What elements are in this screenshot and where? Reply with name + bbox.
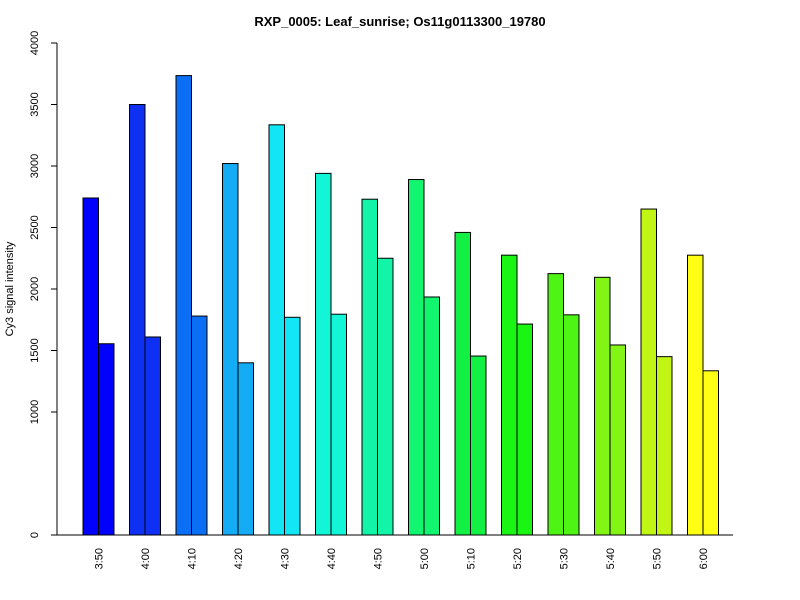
bar-540-1 — [594, 276, 611, 536]
bar-530-1 — [547, 273, 564, 536]
x-tick-label: 4:50 — [373, 548, 385, 569]
bar-510-1 — [454, 231, 471, 536]
bar-400-1 — [129, 104, 146, 536]
bars — [82, 75, 719, 536]
bar-400-2 — [144, 336, 161, 536]
chart-title: RXP_0005: Leaf_sunrise; Os11g0113300_197… — [254, 14, 545, 29]
x-tick-label: 5:10 — [466, 548, 478, 569]
bar-350-1 — [82, 197, 99, 536]
bar-550-1 — [640, 208, 657, 536]
x-tick-label: 4:00 — [140, 548, 152, 569]
x-tick-label: 4:10 — [187, 548, 199, 569]
y-tick-label: 3000 — [29, 154, 41, 178]
bar-440-1 — [315, 172, 332, 536]
bar-530-2 — [563, 314, 580, 536]
x-tick-label: 4:30 — [280, 548, 292, 569]
x-tick-label: 4:20 — [233, 548, 245, 569]
y-tick-label: 2000 — [29, 277, 41, 301]
bar-540-2 — [609, 344, 626, 536]
bar-520-1 — [501, 254, 518, 536]
bar-520-2 — [516, 323, 533, 536]
y-tick-label: 3500 — [29, 92, 41, 116]
y-tick-label: 4000 — [29, 31, 41, 55]
x-tick-label: 5:00 — [419, 548, 431, 569]
x-tick-label: 6:00 — [698, 548, 710, 569]
bar-550-2 — [656, 356, 673, 536]
y-axis: 0 1000 1500 2000 2500 3000 3500 4000 — [29, 31, 58, 538]
bar-500-2 — [423, 296, 440, 536]
bar-410-1 — [175, 75, 192, 536]
bar-500-1 — [408, 179, 425, 536]
y-tick-label: 2500 — [29, 215, 41, 239]
bar-410-2 — [191, 315, 208, 536]
y-tick-label: 0 — [29, 532, 41, 538]
bar-440-2 — [330, 313, 347, 536]
bar-420-1 — [222, 163, 239, 536]
bar-600-1 — [687, 254, 704, 536]
x-tick-label: 4:40 — [326, 548, 338, 569]
bar-420-2 — [237, 362, 254, 536]
y-axis-label: Cy3 signal intensity — [4, 241, 16, 336]
bar-430-1 — [268, 124, 285, 536]
x-tick-label: 5:30 — [559, 548, 571, 569]
x-tick-label: 5:40 — [605, 548, 617, 569]
x-tick-label: 5:20 — [512, 548, 524, 569]
y-tick-label: 1500 — [29, 338, 41, 362]
bar-450-2 — [377, 257, 394, 536]
bar-430-2 — [284, 316, 301, 536]
y-tick-label: 1000 — [29, 400, 41, 424]
bar-600-2 — [702, 370, 719, 536]
bar-450-1 — [361, 198, 378, 536]
bar-350-2 — [98, 343, 115, 536]
x-tick-label: 5:50 — [652, 548, 664, 569]
x-axis: 3:50 4:00 4:10 4:20 4:30 4:40 4:50 5:00 5:10 5:20… — [57, 534, 733, 569]
bar-510-2 — [470, 355, 487, 536]
x-tick-label: 3:50 — [94, 548, 106, 569]
